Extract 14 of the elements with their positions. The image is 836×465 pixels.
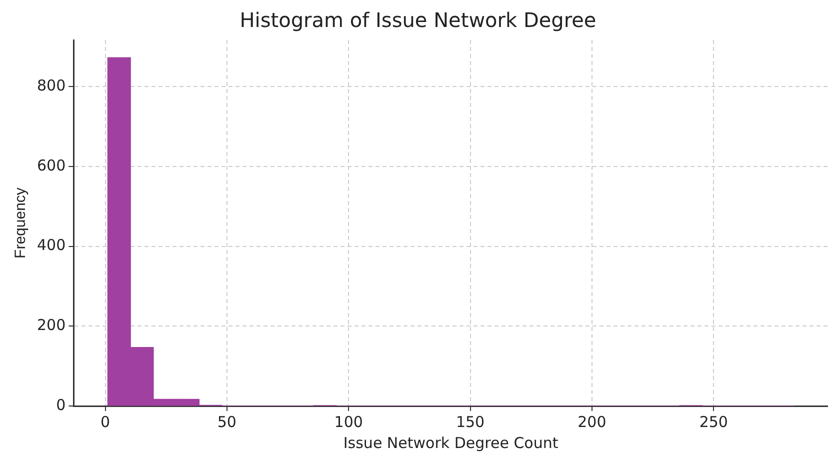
- y-tick-label: 400: [36, 236, 66, 254]
- x-tick-label: 0: [100, 412, 110, 431]
- y-tick-label: 200: [36, 316, 66, 334]
- x-tick-label: 50: [217, 412, 236, 431]
- y-tick-label: 0: [56, 396, 66, 414]
- y-tick-label: 600: [36, 156, 66, 174]
- y-tick-label: 800: [36, 76, 66, 95]
- x-tick-label: 250: [699, 412, 728, 431]
- chart-title: Histogram of Issue Network Degree: [240, 8, 596, 32]
- y-axis-title: Frequency: [12, 187, 30, 258]
- x-tick-label: 150: [456, 412, 485, 431]
- x-axis-title: Issue Network Degree Count: [343, 434, 558, 452]
- x-tick-label: 100: [334, 412, 363, 431]
- x-tick-label: 200: [578, 412, 606, 431]
